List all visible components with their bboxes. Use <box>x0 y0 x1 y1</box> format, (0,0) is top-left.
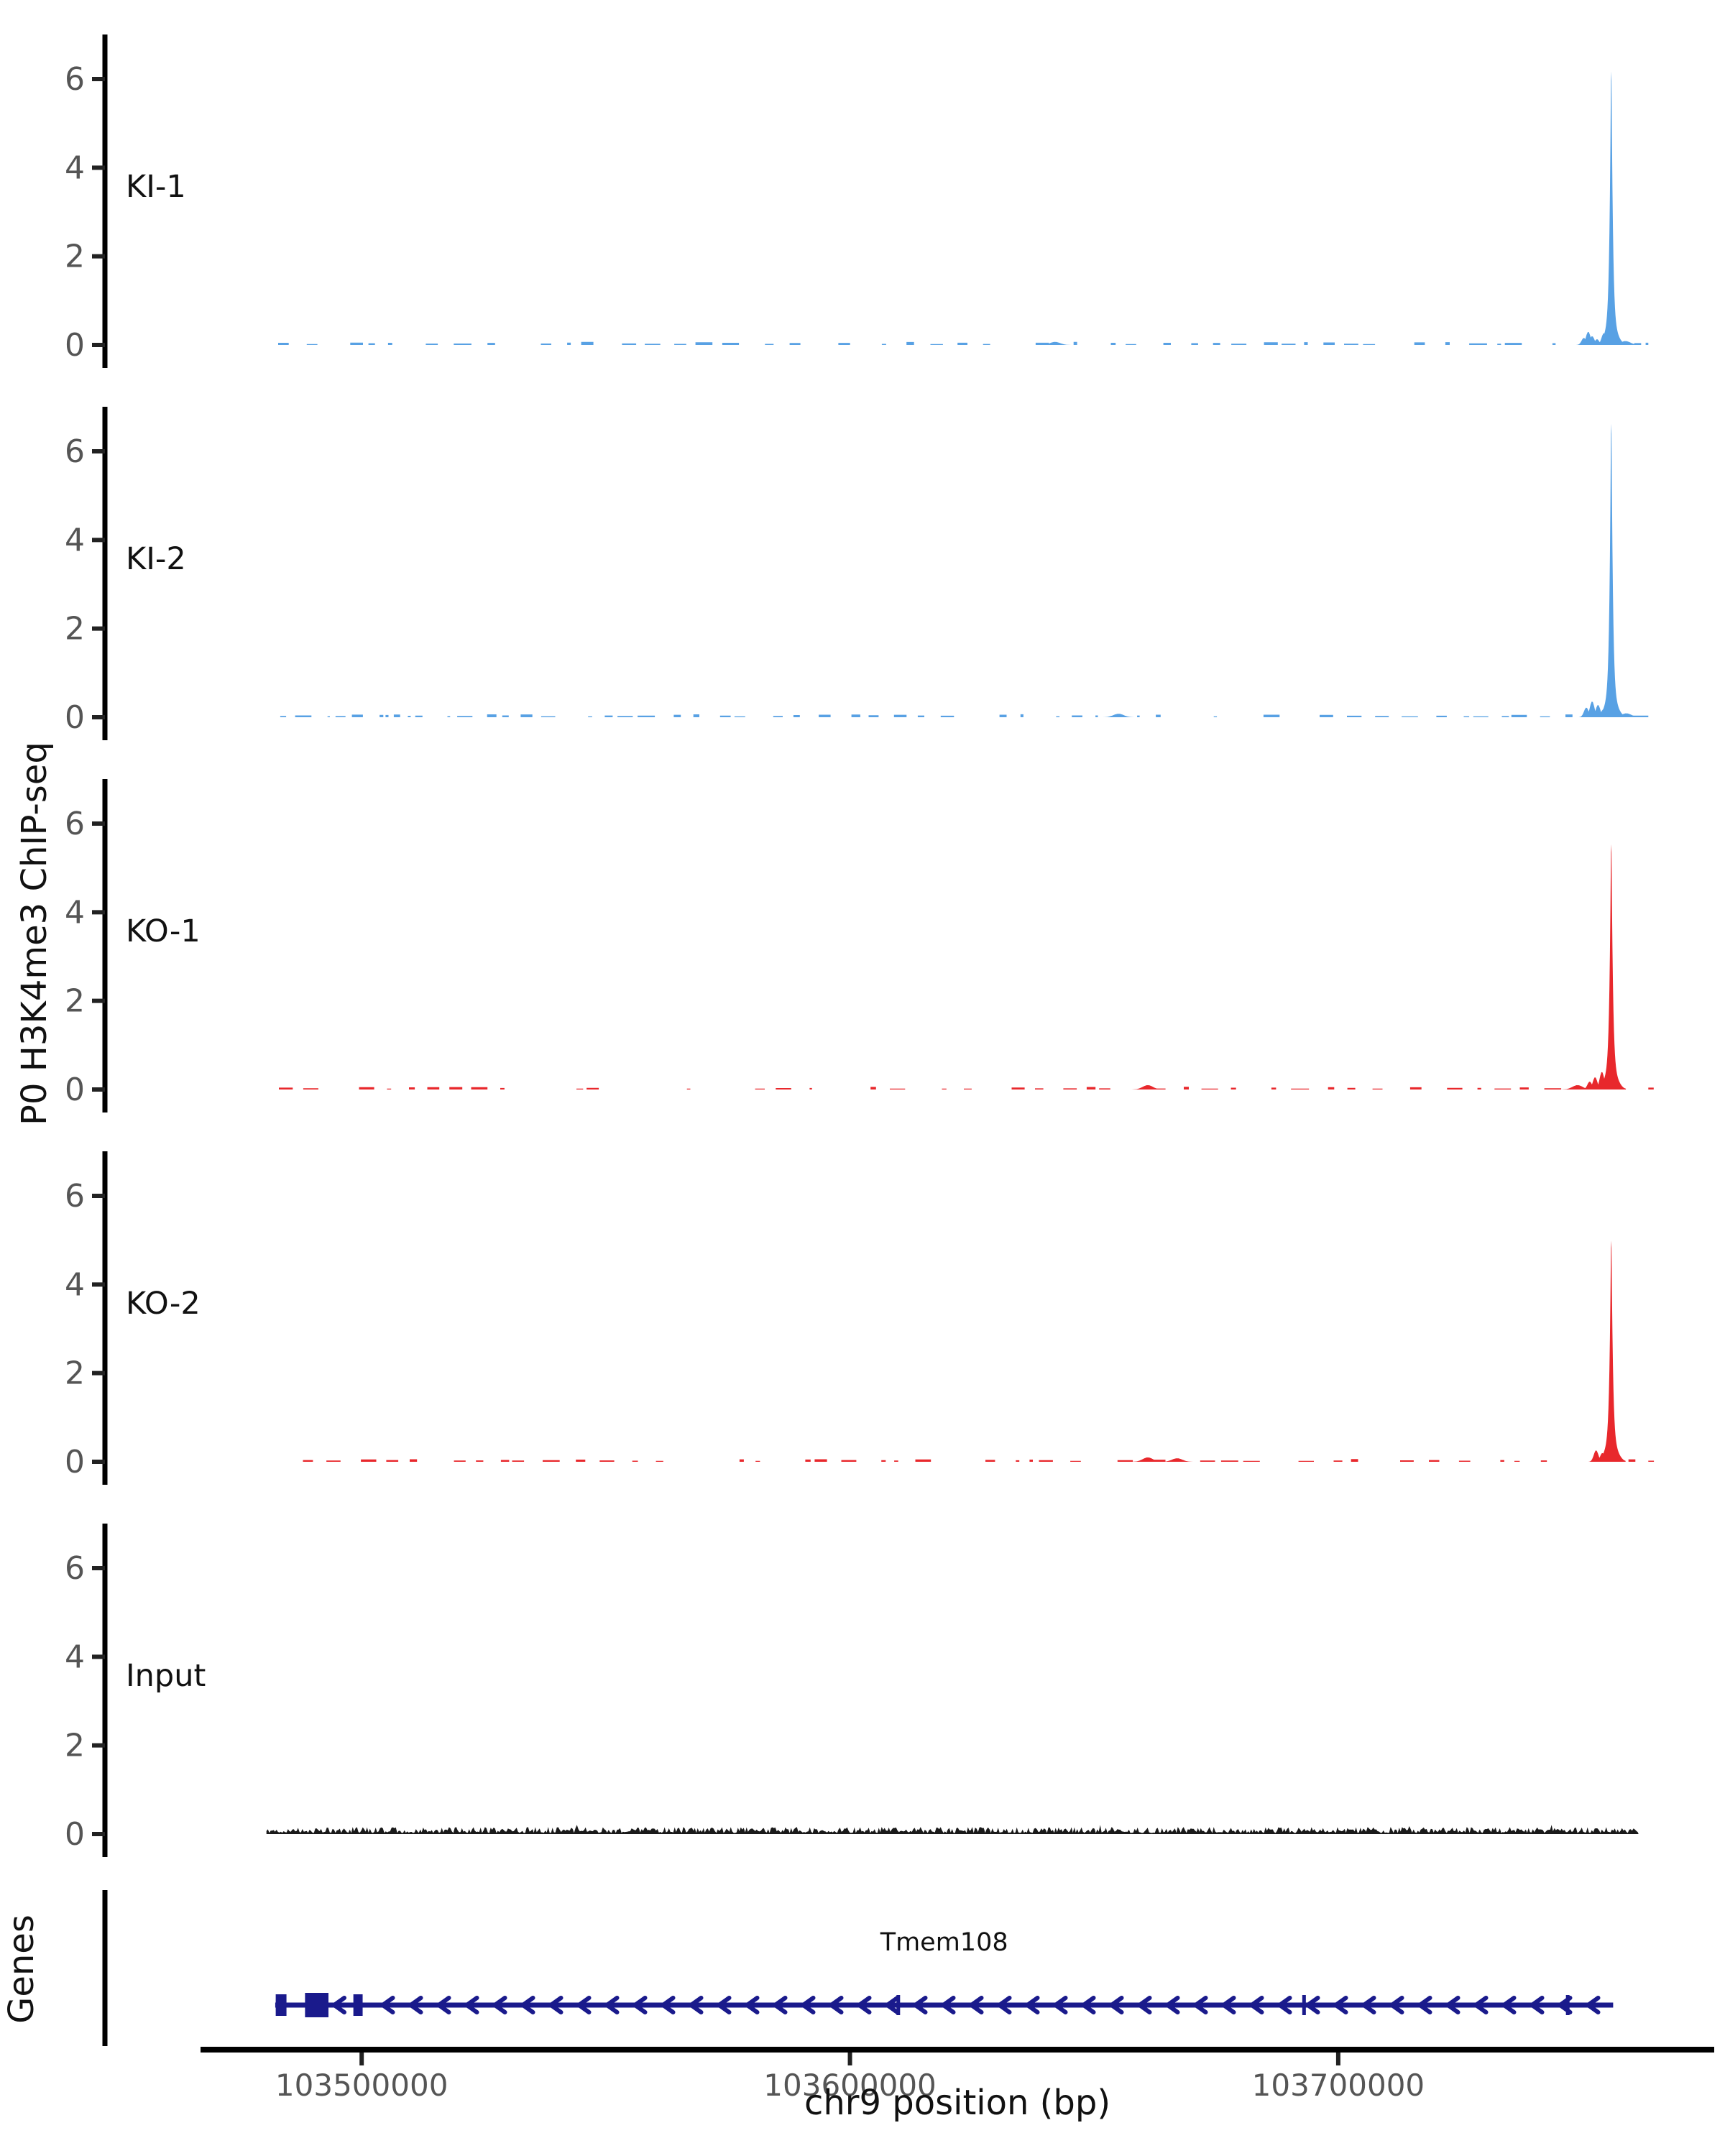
signal-noise <box>278 341 1649 345</box>
exon-box <box>305 1993 328 2017</box>
x-tick-label: 103600000 <box>763 2068 937 2103</box>
exon-tick <box>1565 1995 1570 2015</box>
y-tick-label: 2 <box>65 239 85 275</box>
gene-name-label: Tmem108 <box>880 1928 1008 1957</box>
x-tick-label: 103700000 <box>1252 2068 1425 2103</box>
x-axis-svg: 103500000 103600000 103700000 <box>201 2047 1714 2103</box>
peak <box>1596 423 1626 717</box>
track-label: KI-2 <box>126 541 186 577</box>
y-tick-label: 4 <box>65 1639 85 1675</box>
track-KI-1: 0 2 4 6 KI-1 <box>65 34 1649 368</box>
exon-tick <box>896 1995 901 2015</box>
y-tick-label: 4 <box>65 894 85 931</box>
track-label: KO-1 <box>126 913 201 949</box>
exon-box <box>275 1994 287 2016</box>
track-KO-1: 0 2 4 6 KO-1 <box>65 779 1654 1112</box>
y-tick-label: 2 <box>65 1355 85 1392</box>
strand-arrows <box>332 1996 1601 2014</box>
y-tick-label: 6 <box>65 61 85 98</box>
y-tick-label: 0 <box>65 699 85 736</box>
y-tick-label: 0 <box>65 1072 85 1108</box>
y-tick-label: 0 <box>65 1444 85 1480</box>
y-tick-label: 6 <box>65 1178 85 1215</box>
track-Input: 0 2 4 6 Input <box>65 1524 1639 1857</box>
signal-bumps <box>1131 1072 1609 1089</box>
y-tick-label: 6 <box>65 1550 85 1587</box>
y-tick-label: 4 <box>65 522 85 558</box>
y-tick-label: 0 <box>65 327 85 364</box>
signal-bumps <box>1131 1450 1610 1462</box>
signal-bumps <box>1039 331 1642 345</box>
peak <box>1596 71 1626 346</box>
track-label: Input <box>126 1658 206 1694</box>
y-tick-label: 4 <box>65 149 85 186</box>
y-tick-label: 2 <box>65 983 85 1020</box>
track-label: KO-2 <box>126 1286 201 1322</box>
y-tick-label: 2 <box>65 611 85 648</box>
peak <box>1596 844 1626 1089</box>
signal-bumps <box>1102 701 1643 717</box>
gene-track-svg: Tmem108 <box>102 1890 1614 2046</box>
y-tick-label: 6 <box>65 433 85 470</box>
y-tick-label: 0 <box>65 1816 85 1853</box>
x-tick-label: 103500000 <box>275 2068 448 2103</box>
y-tick-label: 6 <box>65 806 85 842</box>
track-label: KI-1 <box>126 169 186 205</box>
signal-noise <box>266 1825 1639 1834</box>
y-tick-label: 4 <box>65 1266 85 1303</box>
x-axis-title: chr9 position (bp) <box>804 2083 1111 2123</box>
signal-noise <box>280 714 1649 717</box>
y-tick-label: 2 <box>65 1728 85 1764</box>
peak <box>1596 1240 1626 1462</box>
signal-noise <box>303 1459 1655 1462</box>
signal-noise <box>279 1087 1654 1089</box>
exon-box <box>353 1994 363 2016</box>
exon-tick <box>1302 1995 1306 2015</box>
track-KO-2: 0 2 4 6 KO-2 <box>65 1151 1655 1485</box>
track-KI-2: 0 2 4 6 KI-2 <box>65 407 1649 740</box>
